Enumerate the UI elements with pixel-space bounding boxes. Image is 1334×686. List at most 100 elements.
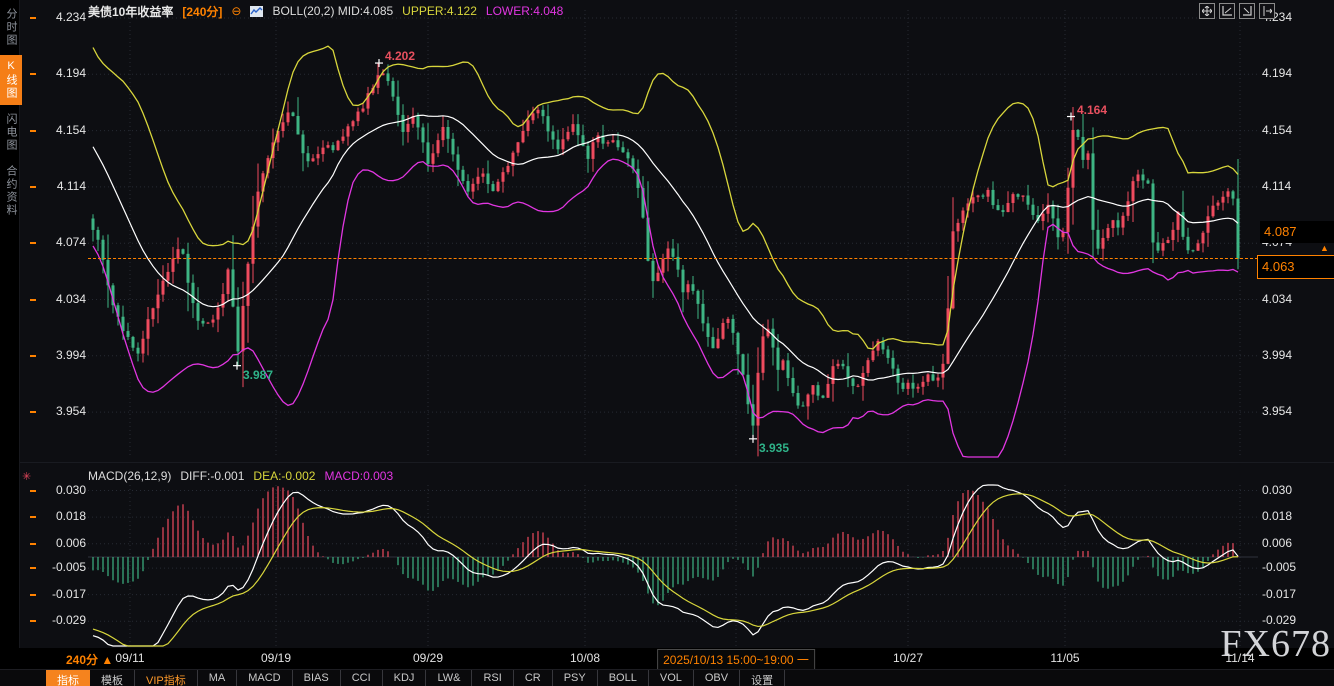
window-controls — [1199, 3, 1275, 19]
macd-macd-value: MACD:0.003 — [324, 469, 394, 483]
boll-mid-line — [92, 114, 1239, 381]
macd-name: MACD(26,12,9) — [88, 469, 172, 483]
watermark: FX678 — [1220, 623, 1331, 665]
axis-label: 3.994 — [55, 347, 86, 362]
sidebar: 分时图 K线图闪电图合约资料 — [0, 0, 22, 686]
axis-label: -0.029 — [51, 613, 86, 628]
axis-label: 4.194 — [55, 66, 86, 81]
axis-label: 4.034 — [55, 291, 86, 306]
toolbar-item-vol[interactable]: VOL — [649, 670, 694, 686]
axis-tick — [30, 185, 36, 188]
date-tick-label: 10/27 — [892, 651, 924, 665]
axis-tick — [30, 411, 36, 414]
axis-label: 4.114 — [56, 178, 86, 193]
axis-tick — [30, 298, 36, 301]
price-annotation: 3.987 — [243, 367, 274, 382]
axis-tick — [30, 354, 36, 357]
last-price-box: 4.087 — [1260, 221, 1334, 243]
toolbar-item-vip-indicator[interactable]: VIP指标 — [135, 670, 198, 686]
toolbar-item-settings[interactable]: 设置 — [740, 670, 786, 686]
macd-dea-value: DEA:-0.002 — [253, 469, 316, 483]
toolbar-item-cci[interactable]: CCI — [341, 670, 383, 686]
axis-label: 0.006 — [55, 535, 86, 550]
axis-label: 0.006 — [1262, 535, 1293, 550]
sidebar-tab-contract-info[interactable]: 合约资料 — [5, 165, 17, 217]
price-up-arrow-icon: ▲ — [1320, 243, 1329, 253]
bottom-toolbar: 指标 模板 VIP指标 MA MACD BIAS CCI KDJ LW& RSI CR PSY BOLL… — [0, 669, 1334, 686]
toolbar-item-macd[interactable]: MACD — [237, 670, 293, 686]
toolbar-item-bias[interactable]: BIAS — [293, 670, 341, 686]
pan-icon[interactable] — [1199, 3, 1215, 19]
macd-dea-line — [92, 493, 1239, 647]
macd-layer — [88, 484, 1258, 647]
date-axis: 240分 ▲ 2025/10/13 15:00~19:00 一 09/11 09/… — [0, 648, 1334, 670]
toolbar-item-ma[interactable]: MA — [198, 670, 238, 686]
indicator-thumbnail-icon[interactable] — [250, 5, 264, 17]
selected-bar-time: 2025/10/13 15:00~19:00 一 — [657, 649, 815, 670]
axis-label: 4.114 — [1262, 178, 1292, 193]
period-indicator[interactable]: 240分 ▲ — [66, 653, 114, 667]
extreme-marker — [375, 59, 383, 68]
candles-layer — [91, 63, 1240, 457]
current-price-box: 4.063 — [1257, 255, 1334, 279]
macd-header: MACD(26,12,9) DIFF:-0.001 DEA:-0.002 MAC… — [88, 469, 393, 483]
date-tick-label: 11/14 — [1225, 651, 1255, 665]
axis-label: 4.074 — [55, 235, 86, 250]
boll-values: BOLL(20,2) MID:4.085 — [272, 4, 394, 18]
panel-divider — [20, 462, 1334, 463]
instrument-title: 美债10年收益率 — [88, 4, 174, 19]
sidebar-tab-time-chart[interactable]: 分时图 — [5, 8, 17, 47]
axis-label: 3.994 — [1262, 347, 1293, 362]
toolbar-item-cr[interactable]: CR — [514, 670, 553, 686]
axis-label: 4.034 — [1262, 291, 1293, 306]
toolbar-item-lw[interactable]: LW& — [426, 670, 473, 686]
axis-tick — [30, 73, 36, 76]
boll-upper-line — [92, 45, 1239, 350]
zoom-x-axis-icon[interactable] — [1219, 3, 1235, 19]
axis-tick — [30, 242, 36, 245]
boll-lower-value: LOWER:4.048 — [485, 4, 564, 18]
toolbar-item-boll[interactable]: BOLL — [598, 670, 649, 686]
toolbar-item-psy[interactable]: PSY — [553, 670, 598, 686]
axis-label: 0.018 — [55, 509, 86, 524]
axis-label: -0.005 — [1262, 560, 1297, 575]
axis-tick — [30, 567, 36, 570]
sidebar-tab-candle-chart[interactable]: K线图 — [0, 55, 22, 105]
sidebar-tab-flash-chart[interactable]: 闪电图 — [5, 113, 17, 152]
axis-tick — [30, 593, 36, 596]
toolbar-item-kdj[interactable]: KDJ — [383, 670, 427, 686]
chart-header: 美债10年收益率 [240分] ⊖ BOLL(20,2) MID:4.085 U… — [88, 3, 563, 19]
axis-label: 4.234 — [55, 10, 86, 24]
axis-tick — [30, 17, 36, 19]
extreme-marker — [233, 361, 241, 370]
axis-tick — [30, 620, 36, 623]
minus-circle-icon[interactable]: ⊖ — [231, 4, 242, 18]
toolbar-item-indicator[interactable]: 指标 — [46, 670, 90, 686]
axis-label: 3.954 — [55, 404, 86, 419]
axis-label: -0.029 — [1262, 613, 1297, 628]
toolbar-item-template[interactable]: 模板 — [90, 670, 135, 686]
extreme-marker — [1067, 112, 1075, 121]
date-tick-label: 11/05 — [1050, 651, 1080, 665]
price-annotation: 3.935 — [759, 440, 790, 455]
macd-indicator-icon[interactable]: ✳ — [22, 471, 32, 483]
axis-label: 4.194 — [1262, 66, 1293, 81]
toolbar-item-obv[interactable]: OBV — [694, 670, 741, 686]
date-tick-label: 10/08 — [569, 651, 601, 665]
date-tick-label: 09/11 — [115, 651, 145, 665]
boll-lower-line — [92, 158, 1239, 458]
current-price-line — [88, 258, 1258, 259]
interval-label[interactable]: [240分] — [182, 4, 223, 19]
export-right-icon[interactable] — [1259, 3, 1275, 19]
price-annotation: 4.202 — [385, 49, 416, 64]
axis-tick — [30, 129, 36, 132]
price-annotation: 4.164 — [1077, 102, 1108, 117]
macd-diff-value: DIFF:-0.001 — [180, 469, 245, 483]
toolbar-item-rsi[interactable]: RSI — [472, 670, 514, 686]
axis-label: 0.030 — [1262, 482, 1293, 497]
zoom-y-axis-icon[interactable] — [1239, 3, 1255, 19]
extreme-marker — [749, 434, 757, 443]
axis-label: 3.954 — [1262, 404, 1293, 419]
